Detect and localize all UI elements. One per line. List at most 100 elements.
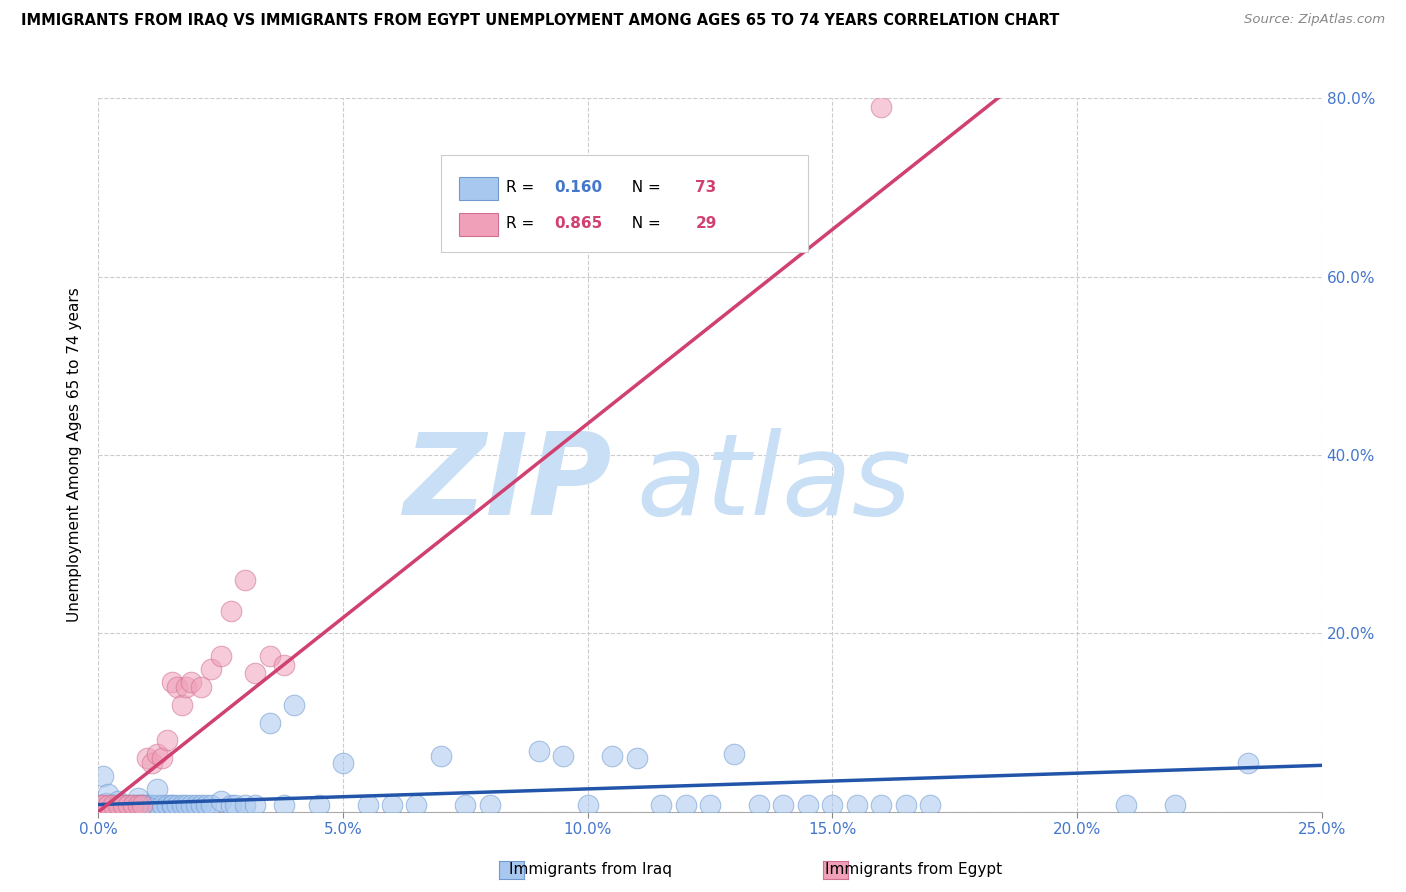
Point bbox=[90, 797, 112, 812]
Point bbox=[136, 797, 159, 812]
Point bbox=[1164, 797, 1187, 812]
Point bbox=[209, 794, 232, 808]
Point bbox=[101, 797, 124, 812]
Point bbox=[117, 797, 139, 812]
Point bbox=[283, 698, 305, 712]
Point bbox=[920, 797, 942, 812]
Point bbox=[200, 662, 222, 676]
Point bbox=[107, 794, 129, 808]
Point bbox=[141, 756, 163, 770]
Point bbox=[180, 675, 202, 690]
Point bbox=[233, 797, 256, 812]
FancyBboxPatch shape bbox=[460, 213, 498, 235]
Point bbox=[121, 797, 143, 812]
Point bbox=[224, 797, 246, 812]
Point bbox=[527, 744, 550, 758]
Point bbox=[101, 797, 124, 812]
Point bbox=[381, 797, 404, 812]
Point bbox=[117, 797, 139, 812]
Text: 0.160: 0.160 bbox=[555, 180, 603, 194]
Point bbox=[356, 797, 378, 812]
Point bbox=[626, 751, 648, 765]
Text: Immigrants from Egypt: Immigrants from Egypt bbox=[825, 863, 1002, 877]
Point bbox=[219, 797, 242, 812]
Point bbox=[127, 797, 149, 812]
Point bbox=[675, 797, 697, 812]
Point bbox=[195, 797, 218, 812]
Point bbox=[101, 797, 124, 812]
Text: Immigrants from Iraq: Immigrants from Iraq bbox=[509, 863, 672, 877]
Y-axis label: Unemployment Among Ages 65 to 74 years: Unemployment Among Ages 65 to 74 years bbox=[67, 287, 83, 623]
Point bbox=[131, 797, 153, 812]
Point bbox=[166, 680, 188, 694]
Point bbox=[273, 797, 295, 812]
Point bbox=[259, 648, 281, 663]
Point bbox=[209, 648, 232, 663]
Point bbox=[170, 797, 193, 812]
Point bbox=[190, 797, 212, 812]
Point bbox=[136, 797, 159, 812]
Point bbox=[160, 797, 183, 812]
Point bbox=[107, 797, 129, 812]
Point bbox=[219, 604, 242, 618]
Point bbox=[131, 797, 153, 812]
Text: 73: 73 bbox=[696, 180, 717, 194]
Point bbox=[91, 797, 114, 812]
Point bbox=[176, 680, 198, 694]
Point bbox=[160, 675, 183, 690]
Point bbox=[136, 751, 159, 765]
Point bbox=[821, 797, 844, 812]
Point bbox=[180, 797, 202, 812]
Point bbox=[1237, 756, 1260, 770]
Text: R =: R = bbox=[506, 216, 538, 230]
Point bbox=[127, 797, 149, 812]
Point bbox=[576, 797, 599, 812]
Point bbox=[186, 797, 208, 812]
Point bbox=[107, 797, 129, 812]
Point bbox=[111, 797, 134, 812]
Point bbox=[797, 797, 820, 812]
Point bbox=[600, 749, 623, 764]
Point bbox=[650, 797, 672, 812]
Point bbox=[150, 751, 173, 765]
Point bbox=[90, 797, 112, 812]
Point bbox=[150, 797, 173, 812]
Point bbox=[699, 797, 721, 812]
Point bbox=[478, 797, 501, 812]
Point bbox=[170, 698, 193, 712]
Point bbox=[1115, 797, 1137, 812]
Point bbox=[308, 797, 330, 812]
Point bbox=[121, 797, 143, 812]
Point bbox=[121, 797, 143, 812]
Point bbox=[156, 733, 179, 747]
Point bbox=[553, 749, 575, 764]
Text: ZIP: ZIP bbox=[404, 428, 612, 539]
Text: R =: R = bbox=[506, 180, 538, 194]
Point bbox=[200, 797, 222, 812]
Text: N =: N = bbox=[621, 216, 665, 230]
Point bbox=[273, 657, 295, 672]
Point bbox=[405, 797, 427, 812]
Point bbox=[190, 680, 212, 694]
Point bbox=[97, 797, 120, 812]
Point bbox=[127, 791, 149, 805]
Point bbox=[845, 797, 868, 812]
Point bbox=[141, 797, 163, 812]
Point bbox=[91, 769, 114, 783]
Point bbox=[117, 797, 139, 812]
Point bbox=[156, 797, 179, 812]
Point bbox=[166, 797, 188, 812]
Point bbox=[97, 797, 120, 812]
Point bbox=[111, 797, 134, 812]
Text: Source: ZipAtlas.com: Source: ZipAtlas.com bbox=[1244, 13, 1385, 27]
Point bbox=[870, 100, 893, 114]
Text: 29: 29 bbox=[696, 216, 717, 230]
Point bbox=[176, 797, 198, 812]
Point bbox=[243, 797, 266, 812]
Point bbox=[454, 797, 477, 812]
Point bbox=[146, 797, 169, 812]
Text: N =: N = bbox=[621, 180, 665, 194]
Point bbox=[160, 797, 183, 812]
Point bbox=[259, 715, 281, 730]
Point bbox=[131, 797, 153, 812]
